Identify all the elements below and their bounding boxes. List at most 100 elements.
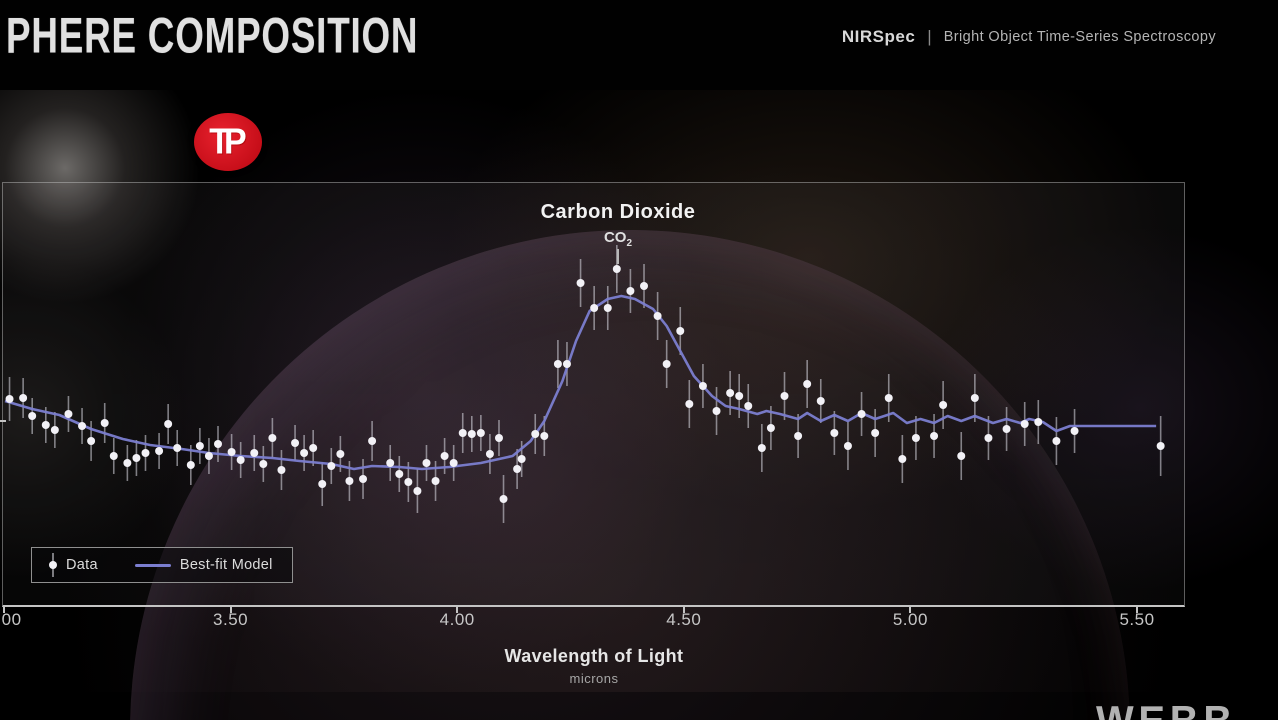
data-point bbox=[540, 432, 549, 440]
x-tick bbox=[3, 606, 5, 613]
legend-data-label: Data bbox=[66, 557, 98, 573]
data-point bbox=[898, 455, 907, 463]
data-point bbox=[227, 448, 236, 456]
data-point bbox=[277, 466, 286, 474]
x-tick-label: 3.50 bbox=[213, 610, 249, 629]
data-point bbox=[345, 477, 354, 485]
data-point bbox=[259, 460, 268, 468]
data-point bbox=[485, 450, 494, 458]
data-point bbox=[513, 465, 522, 473]
data-point bbox=[291, 439, 300, 447]
data-point bbox=[726, 389, 735, 397]
data-point bbox=[698, 382, 707, 390]
data-point bbox=[236, 456, 245, 464]
data-point bbox=[476, 429, 485, 437]
data-point bbox=[744, 402, 753, 410]
data-point bbox=[173, 444, 182, 452]
x-axis-title: Wavelength of Light bbox=[504, 646, 684, 666]
plot-svg bbox=[4, 245, 1165, 523]
data-point bbox=[195, 442, 204, 450]
tp-logo-text: TP bbox=[209, 121, 247, 162]
x-tick bbox=[456, 606, 459, 613]
data-point bbox=[395, 470, 404, 478]
x-tick-label: 4.00 bbox=[439, 610, 475, 629]
data-point bbox=[590, 304, 599, 312]
data-point bbox=[41, 421, 50, 429]
data-point bbox=[100, 419, 109, 427]
x-axis-title-block: Wavelength of Light microns bbox=[505, 646, 684, 686]
data-point bbox=[735, 392, 744, 400]
data-point bbox=[268, 434, 277, 442]
x-tick bbox=[909, 606, 912, 613]
model-line-legend-marker bbox=[134, 563, 171, 567]
data-point bbox=[603, 304, 612, 312]
data-point bbox=[884, 394, 893, 402]
x-tick-label: 4.50 bbox=[666, 610, 702, 629]
chart-legend: Data Best-fit Model bbox=[31, 547, 293, 583]
x-tick bbox=[1136, 606, 1138, 613]
x-tick-label: 5.50 bbox=[1119, 610, 1155, 629]
data-point bbox=[499, 495, 508, 503]
data-point-legend-marker bbox=[48, 553, 57, 577]
data-point bbox=[1034, 418, 1043, 426]
tp-watermark-logo: TP bbox=[194, 113, 262, 171]
data-point bbox=[440, 452, 449, 460]
observation-mode-label: Bright Object Time-Series Spectroscopy bbox=[943, 29, 1216, 45]
chart-title: Carbon Dioxide bbox=[540, 201, 696, 223]
instrument-name: NIRSpec bbox=[841, 27, 916, 46]
data-point bbox=[766, 424, 775, 432]
peak-annotation-line bbox=[617, 249, 619, 264]
data-point bbox=[204, 452, 213, 460]
data-point bbox=[653, 312, 662, 320]
x-axis-unit: microns bbox=[569, 671, 619, 686]
data-point bbox=[857, 410, 866, 418]
data-point bbox=[712, 407, 721, 415]
data-point bbox=[957, 452, 966, 460]
data-point bbox=[685, 400, 694, 408]
data-point bbox=[404, 478, 413, 486]
data-point bbox=[757, 444, 766, 452]
data-point bbox=[141, 449, 150, 457]
data-point bbox=[5, 395, 14, 403]
data-point bbox=[562, 360, 571, 368]
data-point bbox=[531, 430, 540, 438]
data-point bbox=[1020, 420, 1029, 428]
data-point bbox=[28, 412, 37, 420]
data-point bbox=[155, 447, 164, 455]
data-point bbox=[816, 397, 825, 405]
y-axis-tick bbox=[0, 420, 6, 422]
model-line bbox=[4, 294, 1157, 471]
data-point bbox=[640, 282, 649, 290]
data-point bbox=[517, 455, 526, 463]
data-point bbox=[1070, 427, 1079, 435]
data-point bbox=[300, 449, 309, 457]
data-point bbox=[132, 454, 141, 462]
data-point bbox=[359, 475, 368, 483]
legend-model-label: Best-fit Model bbox=[179, 557, 273, 573]
data-point bbox=[318, 480, 327, 488]
x-tick-label: 3.00 bbox=[0, 610, 22, 629]
data-point bbox=[1156, 442, 1165, 450]
header-divider: | bbox=[927, 27, 932, 46]
webb-logo: WEBB bbox=[1096, 697, 1237, 720]
data-point bbox=[413, 487, 422, 495]
data-point bbox=[64, 410, 73, 418]
space-background-image bbox=[0, 88, 1278, 692]
data-point bbox=[449, 459, 458, 467]
data-point bbox=[368, 437, 377, 445]
data-point bbox=[843, 442, 852, 450]
data-point bbox=[87, 437, 96, 445]
spectrum-chart-panel: Carbon Dioxide CO2 Data Best-fit Model bbox=[2, 182, 1185, 607]
data-point bbox=[186, 461, 195, 469]
data-point bbox=[250, 449, 259, 457]
data-point bbox=[830, 429, 839, 437]
data-point bbox=[780, 392, 789, 400]
data-point bbox=[794, 432, 803, 440]
data-point bbox=[803, 380, 812, 388]
data-point bbox=[494, 434, 503, 442]
data-point bbox=[662, 360, 671, 368]
data-point bbox=[626, 287, 635, 295]
data-point bbox=[871, 429, 880, 437]
title-bar: PHERE COMPOSITION NIRSpec | Bright Objec… bbox=[0, 0, 1278, 90]
